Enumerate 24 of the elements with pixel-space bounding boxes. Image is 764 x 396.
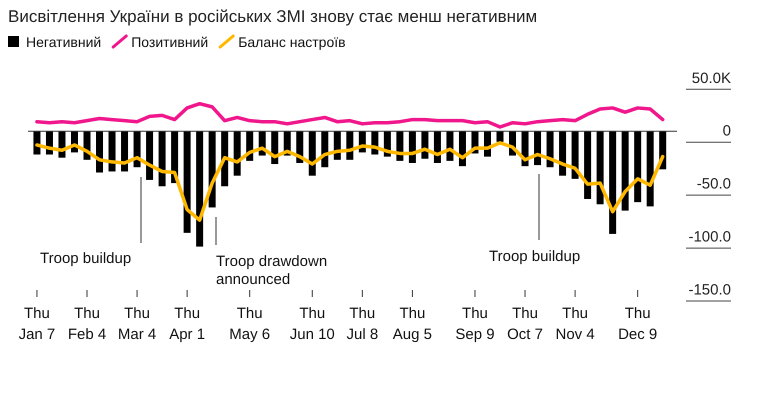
annotation: Troop drawdown announced: [216, 253, 328, 288]
legend-label: Позитивний: [131, 34, 208, 50]
x-tick-label: Thu Jul 8: [346, 305, 378, 343]
chart-title: Висвітлення України в російських ЗМІ знову стає менш негативним: [8, 7, 538, 26]
x-tick-label: Thu Jun 10: [290, 305, 335, 343]
x-tick-label: Thu Feb 4: [68, 305, 106, 343]
legend-label: Негативний: [26, 34, 102, 50]
x-tick-label: Thu Apr 1: [169, 305, 206, 343]
x-tick-label: Thu Nov 4: [555, 305, 595, 343]
y-tick-label: -50.0: [696, 176, 731, 193]
x-tick-label: Thu Aug 5: [392, 305, 432, 343]
x-tick-label: Thu Jan 7: [18, 305, 56, 343]
y-tick-label: 50.0K: [692, 70, 731, 87]
annotation: Troop buildup: [489, 248, 580, 265]
y-tick-label: 0: [722, 122, 731, 140]
x-tick-label: Thu Dec 9: [618, 305, 658, 343]
y-tick-label: -150.0: [688, 282, 731, 298]
legend-label: Баланс настроїв: [238, 34, 346, 50]
y-tick-label: -100.0: [688, 228, 731, 246]
x-tick-label: Thu Sep 9: [455, 305, 495, 343]
x-tick-label: Thu May 6: [229, 305, 270, 343]
x-tick-label: Thu Oct 7: [507, 305, 543, 343]
annotation: Troop buildup: [40, 250, 132, 267]
x-tick-label: Thu Mar 4: [118, 305, 156, 343]
